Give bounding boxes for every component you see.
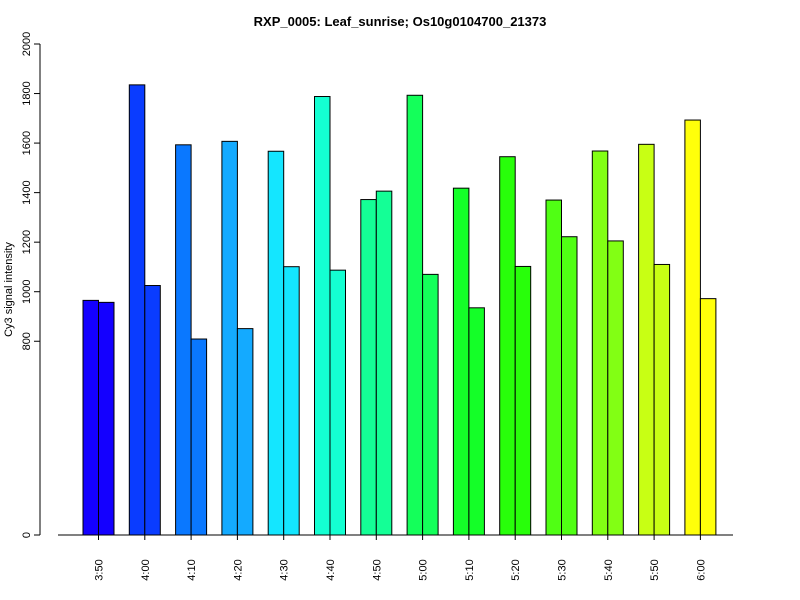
bar-6:00-1 xyxy=(684,119,701,536)
bar-5:50-1 xyxy=(638,143,655,536)
y-axis: 0 800 1000 1200 1400 1600 1800 2000 xyxy=(21,32,41,538)
y-tick-label: 1000 xyxy=(21,279,33,303)
bar-5:20-2 xyxy=(514,265,532,536)
x-tick-label: 4:20 xyxy=(232,559,244,580)
bar-5:50-2 xyxy=(653,263,671,536)
x-tick-label: 4:00 xyxy=(140,559,152,580)
x-tick-label: 5:00 xyxy=(418,559,430,580)
bar-6:00-2 xyxy=(699,298,717,536)
bars-group xyxy=(82,84,717,536)
x-tick-label: 5:20 xyxy=(510,559,522,580)
x-tick-label: 5:50 xyxy=(649,559,661,580)
chart-title: RXP_0005: Leaf_sunrise; Os10g0104700_213… xyxy=(254,14,547,29)
y-tick-label: 1600 xyxy=(21,131,33,155)
bar-4:20-2 xyxy=(236,328,254,536)
y-tick-label: 1800 xyxy=(21,81,33,105)
x-tick-label: 5:40 xyxy=(603,559,615,580)
y-tick-label: 800 xyxy=(21,332,33,350)
y-tick-label: 0 xyxy=(21,532,33,538)
bar-4:00-1 xyxy=(128,84,146,536)
y-tick-label: 1200 xyxy=(21,230,33,254)
bar-3:50-1 xyxy=(82,299,99,536)
y-tick-label: 1400 xyxy=(21,180,33,204)
bar-5:00-2 xyxy=(422,273,439,536)
x-tick-label: 5:10 xyxy=(464,559,476,580)
bar-4:40-2 xyxy=(329,269,346,536)
bar-4:50-1 xyxy=(360,199,377,536)
bar-4:10-2 xyxy=(190,338,208,536)
bar-5:10-2 xyxy=(468,307,485,536)
bar-5:20-1 xyxy=(499,156,516,536)
y-tick-label: 2000 xyxy=(21,32,33,56)
bar-5:40-2 xyxy=(607,240,624,536)
x-tick-label: 6:00 xyxy=(695,559,707,580)
y-axis-label: Cy3 signal intensity xyxy=(3,242,15,337)
bar-5:30-1 xyxy=(545,199,562,536)
x-tick-label: 4:30 xyxy=(279,559,291,580)
bar-4:10-1 xyxy=(175,144,192,536)
bar-4:30-1 xyxy=(267,150,285,536)
bar-4:00-2 xyxy=(144,285,161,536)
bar-4:20-1 xyxy=(221,140,238,536)
bar-4:40-1 xyxy=(314,96,331,536)
bar-5:40-1 xyxy=(591,150,609,536)
x-tick-label: 5:30 xyxy=(557,559,569,580)
x-tick-label: 3:50 xyxy=(94,559,106,580)
bar-3:50-2 xyxy=(98,301,115,536)
x-tick-label: 4:10 xyxy=(186,559,198,580)
bar-5:00-1 xyxy=(406,94,424,536)
x-tick-label: 4:50 xyxy=(371,559,383,580)
x-axis: 3:50 4:00 4:10 4:20 4:30 4:40 4:50 5:00 5:10 5:20… xyxy=(58,534,733,581)
x-tick-label: 4:40 xyxy=(325,559,337,580)
bar-4:30-2 xyxy=(283,266,300,536)
bar-5:10-1 xyxy=(452,187,470,536)
bar-4:50-2 xyxy=(375,190,393,536)
bar-5:30-2 xyxy=(561,236,578,536)
